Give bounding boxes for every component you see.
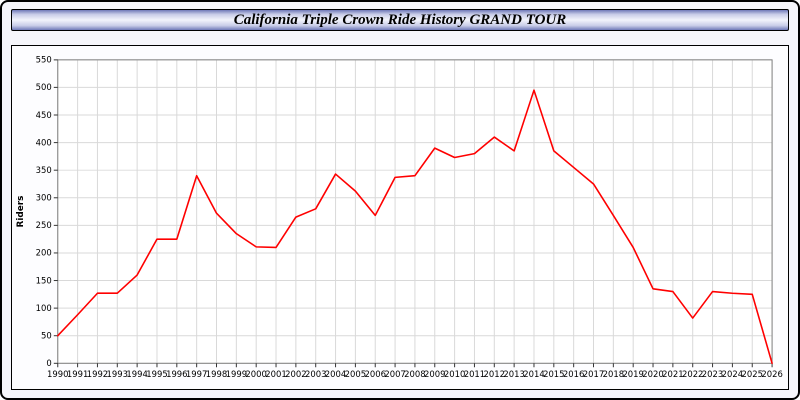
svg-text:1992: 1992	[87, 369, 108, 379]
svg-text:1991: 1991	[67, 369, 88, 379]
svg-text:50: 50	[41, 331, 52, 341]
svg-text:2008: 2008	[404, 369, 425, 379]
svg-text:2022: 2022	[682, 369, 703, 379]
svg-text:1998: 1998	[206, 369, 227, 379]
svg-text:2002: 2002	[285, 369, 306, 379]
svg-text:100: 100	[36, 303, 52, 313]
svg-text:1995: 1995	[146, 369, 167, 379]
svg-text:550: 550	[36, 55, 52, 65]
svg-text:2010: 2010	[444, 369, 465, 379]
ride-history-line-chart: 0501001502002503003504004505005501990199…	[16, 55, 783, 379]
svg-text:2023: 2023	[702, 369, 723, 379]
svg-text:2007: 2007	[384, 369, 405, 379]
svg-text:2001: 2001	[265, 369, 286, 379]
svg-text:2003: 2003	[305, 369, 326, 379]
svg-text:200: 200	[36, 248, 52, 258]
svg-text:2006: 2006	[365, 369, 386, 379]
svg-text:450: 450	[36, 110, 52, 120]
svg-text:2005: 2005	[345, 369, 366, 379]
svg-text:150: 150	[36, 275, 52, 285]
chart-title-bar: California Triple Crown Ride History GRA…	[11, 9, 789, 31]
svg-text:250: 250	[36, 220, 52, 230]
svg-text:1997: 1997	[186, 369, 207, 379]
gridlines	[57, 59, 773, 364]
svg-text:2004: 2004	[325, 369, 346, 379]
chart-container: 0 50 100 150 200 250 300 350 400 450 500 550 1990 199…	[11, 45, 789, 390]
svg-text:2013: 2013	[503, 369, 524, 379]
svg-text:1994: 1994	[126, 369, 147, 379]
svg-text:2021: 2021	[662, 369, 683, 379]
svg-text:1996: 1996	[166, 369, 187, 379]
chart-title: California Triple Crown Ride History GRA…	[233, 11, 567, 28]
svg-text:0: 0	[46, 358, 51, 368]
y-axis: 0 50 100 150 200 250 300 350 400 450 500 550	[36, 55, 58, 368]
svg-text:1999: 1999	[226, 369, 247, 379]
svg-text:500: 500	[36, 82, 52, 92]
svg-text:2026: 2026	[761, 369, 782, 379]
svg-text:2017: 2017	[583, 369, 604, 379]
svg-text:2018: 2018	[603, 369, 624, 379]
svg-text:2012: 2012	[484, 369, 505, 379]
svg-text:1990: 1990	[47, 369, 68, 379]
svg-text:2024: 2024	[722, 369, 743, 379]
svg-text:350: 350	[36, 165, 52, 175]
svg-text:2011: 2011	[464, 369, 485, 379]
riders-line-series	[56, 89, 773, 365]
svg-text:400: 400	[36, 137, 52, 147]
svg-text:300: 300	[36, 193, 52, 203]
svg-text:2015: 2015	[543, 369, 564, 379]
y-axis-title: Riders	[16, 196, 26, 228]
svg-text:2016: 2016	[563, 369, 584, 379]
svg-text:2020: 2020	[642, 369, 663, 379]
svg-text:1993: 1993	[107, 369, 128, 379]
svg-text:2019: 2019	[622, 369, 643, 379]
svg-text:2009: 2009	[424, 369, 445, 379]
svg-text:2014: 2014	[523, 369, 544, 379]
svg-text:2025: 2025	[742, 369, 763, 379]
x-axis: 1990199119921993199419951996199719981999…	[47, 363, 783, 379]
svg-text:2000: 2000	[245, 369, 266, 379]
